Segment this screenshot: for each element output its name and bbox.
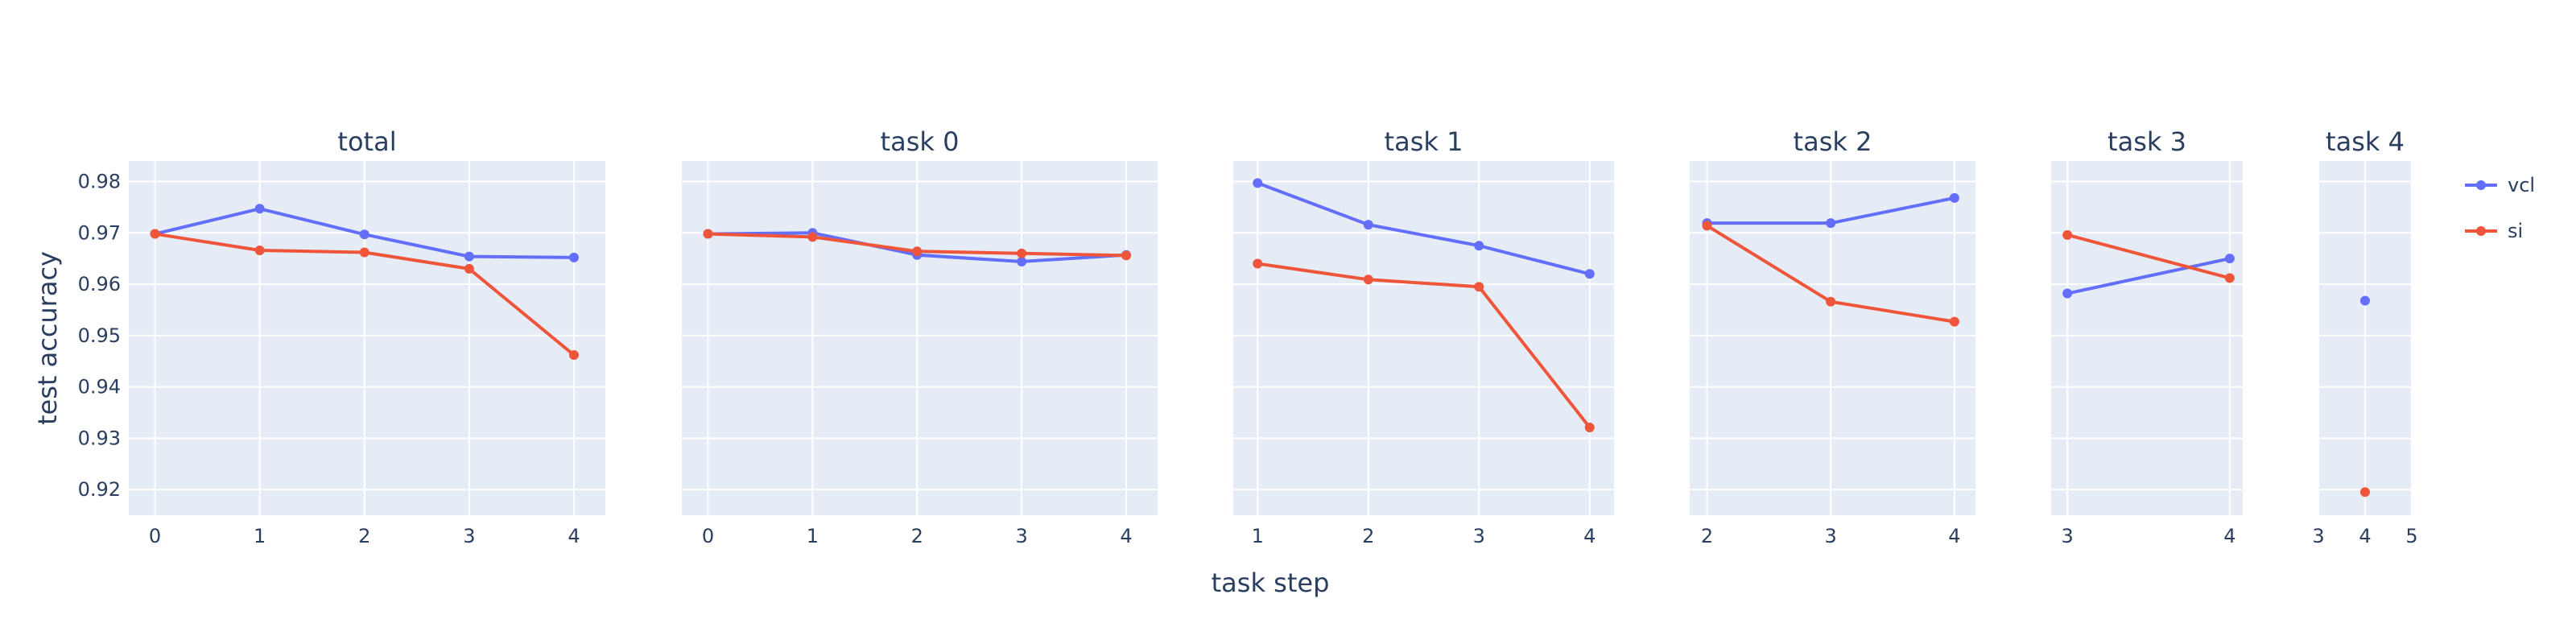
data-point-si <box>1121 250 1132 261</box>
x-tick-label: 3 <box>1016 525 1028 547</box>
data-point-si <box>2224 273 2235 283</box>
data-point-vcl <box>1253 178 1263 188</box>
legend[interactable]: vcl si <box>2465 174 2535 242</box>
data-point-vcl <box>1474 241 1484 251</box>
x-tick-label: 3 <box>2312 525 2324 547</box>
plot-area <box>2051 161 2243 515</box>
subplot-title: total <box>337 126 396 157</box>
x-tick-label: 4 <box>1583 525 1596 547</box>
plot-area <box>682 161 1158 515</box>
subplot-title: task 3 <box>2107 126 2186 157</box>
series-line-si <box>2066 233 2231 280</box>
y-tick-label: 0.94 <box>78 376 121 398</box>
data-point-si <box>2062 229 2073 240</box>
subplot-4: 3 4 task 3 <box>2051 126 2243 547</box>
x-axis-title: task step <box>1212 568 1330 598</box>
y-tick-label: 0.95 <box>78 324 121 347</box>
x-tick-label: 4 <box>568 525 580 547</box>
series-line-vcl <box>1257 181 1591 276</box>
data-point-vcl <box>1949 192 1959 203</box>
x-tick-label: 4 <box>1120 525 1132 547</box>
x-tick-label: 2 <box>358 525 370 547</box>
data-point-vcl <box>1017 256 1027 266</box>
series-line-vcl <box>2066 257 2231 295</box>
subplot-title: task 4 <box>2326 126 2405 157</box>
x-tick-label: 2 <box>1701 525 1713 547</box>
data-point-vcl <box>464 251 474 262</box>
x-tick-label: 4 <box>2223 525 2235 547</box>
subplot-5: 3 4 5 task 4 <box>2312 126 2417 547</box>
series-line-si <box>1257 262 1591 429</box>
data-point-vcl <box>2062 288 2073 299</box>
subplot-1: 0 1 2 3 4 task 0 <box>682 126 1158 547</box>
x-tick-label: 2 <box>911 525 923 547</box>
data-point-si <box>254 245 265 255</box>
data-point-si <box>1584 422 1595 432</box>
plot-area <box>129 161 605 515</box>
plot-area <box>1690 161 1975 515</box>
data-point-si <box>1253 258 1263 269</box>
subplot-title: task 0 <box>881 126 960 157</box>
data-point-si <box>1474 282 1484 292</box>
data-point-si <box>1702 221 1712 231</box>
x-tick-label: 5 <box>2405 525 2417 547</box>
data-point-si <box>1017 248 1027 258</box>
subplot-title: task 1 <box>1385 126 1463 157</box>
data-point-si <box>568 350 579 361</box>
legend-label: vcl <box>2508 174 2535 196</box>
subplot-3: 2 3 4 task 2 <box>1690 126 1975 547</box>
data-point-si <box>2360 487 2370 497</box>
x-tick-label: 2 <box>1362 525 1374 547</box>
y-axis-title: test accuracy <box>32 251 63 425</box>
data-point-si <box>703 229 713 239</box>
y-tick-label: 0.93 <box>78 427 121 449</box>
y-tick-label: 0.96 <box>78 273 121 295</box>
subplots: 0.92 0.93 0.94 0.95 0.96 0.97 0.98 0 1 2 3 4 total 0 1… <box>78 126 2418 547</box>
data-point-vcl <box>359 229 369 240</box>
x-tick-label: 4 <box>1948 525 1960 547</box>
data-point-si <box>1826 296 1836 307</box>
legend-swatch-marker <box>2476 180 2486 190</box>
y-tick-label: 0.98 <box>78 171 121 193</box>
x-tick-label: 1 <box>807 525 819 547</box>
subplot-0: 0.92 0.93 0.94 0.95 0.96 0.97 0.98 0 1 2 3 4 total <box>78 126 605 547</box>
x-tick-label: 3 <box>1825 525 1837 547</box>
legend-item-vcl[interactable]: vcl <box>2465 174 2535 196</box>
x-tick-label: 0 <box>149 525 161 547</box>
data-point-vcl <box>2360 295 2370 306</box>
legend-label: si <box>2508 220 2523 242</box>
data-point-si <box>1949 316 1959 327</box>
subplot-title: task 2 <box>1794 126 1872 157</box>
legend-item-si[interactable]: si <box>2465 220 2523 242</box>
data-point-si <box>150 229 160 239</box>
data-point-si <box>464 263 474 274</box>
data-point-si <box>807 232 818 242</box>
x-tick-label: 3 <box>1473 525 1485 547</box>
data-point-si <box>359 247 369 258</box>
data-point-si <box>1363 275 1373 285</box>
data-point-vcl <box>1826 218 1836 229</box>
x-tick-label: 3 <box>2062 525 2074 547</box>
plot-area <box>1233 161 1614 515</box>
x-tick-label: 1 <box>1252 525 1264 547</box>
data-point-vcl <box>568 252 579 262</box>
legend-swatch-marker <box>2476 226 2486 236</box>
data-point-si <box>912 246 923 257</box>
data-point-vcl <box>2224 254 2235 264</box>
x-tick-label: 4 <box>2359 525 2371 547</box>
y-tick-label: 0.97 <box>78 221 121 244</box>
data-point-vcl <box>254 204 265 214</box>
data-point-vcl <box>1584 269 1595 279</box>
data-point-vcl <box>1363 220 1373 230</box>
x-tick-label: 1 <box>254 525 266 547</box>
x-tick-label: 0 <box>702 525 714 547</box>
x-tick-label: 3 <box>463 525 475 547</box>
subplot-2: 1 2 3 4 task 1 <box>1233 126 1614 547</box>
y-tick-label: 0.92 <box>78 478 121 501</box>
